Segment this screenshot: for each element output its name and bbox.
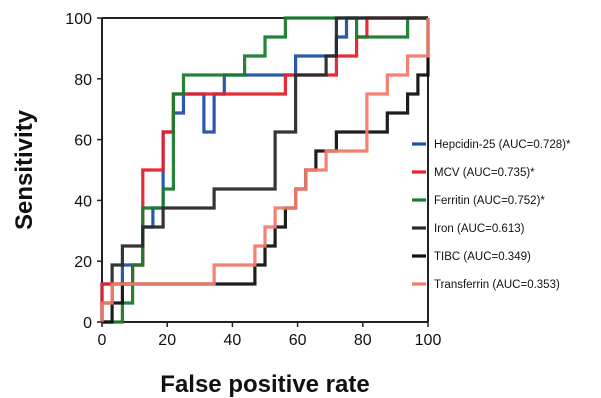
legend: Hepcidin-25 (AUC=0.728)* MCV (AUC=0.735)*… [412,139,571,291]
tick-layer: 0 20 40 60 80 100 0 20 40 60 80 100 [65,11,441,349]
y-tick-label: 0 [83,315,92,332]
y-tick-label: 100 [65,11,92,28]
x-tick-label: 40 [224,332,242,349]
legend-label: Iron (AUC=0.613) [434,223,525,235]
series-line-4 [100,16,428,322]
y-tick-label: 20 [74,254,92,271]
y-tick-label: 60 [74,133,92,150]
series-line-2 [100,16,428,322]
legend-label: MCV (AUC=0.735)* [434,167,535,179]
series-line-6 [100,18,430,322]
x-tick-label: 100 [415,332,442,349]
legend-label: Transferrin (AUC=0.353) [434,279,560,291]
x-axis-title: False positive rate [160,371,369,398]
legend-label: Ferritin (AUC=0.752)* [434,195,545,207]
legend-label: TIBC (AUC=0.349) [434,251,531,263]
series-line-3 [102,16,428,324]
x-tick-label: 60 [289,332,307,349]
y-tick-label: 40 [74,193,92,210]
x-tick-label: 80 [354,332,372,349]
series-layer [100,16,430,324]
x-tick-label: 0 [98,332,107,349]
y-axis-title: Sensitivity [11,109,38,230]
x-tick-label: 20 [158,332,176,349]
legend-label: Hepcidin-25 (AUC=0.728)* [434,139,571,151]
y-tick-label: 80 [74,72,92,89]
